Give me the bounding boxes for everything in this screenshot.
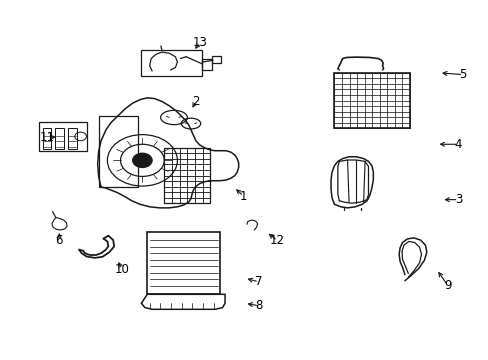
Text: 6: 6 — [55, 234, 62, 247]
Text: 12: 12 — [269, 234, 285, 247]
Bar — [147, 232, 220, 294]
Bar — [99, 116, 137, 187]
Text: 7: 7 — [255, 275, 262, 288]
Text: 3: 3 — [454, 193, 461, 206]
Text: 13: 13 — [192, 36, 207, 49]
Bar — [68, 128, 77, 149]
Bar — [42, 128, 51, 149]
Bar — [141, 50, 202, 76]
Text: 10: 10 — [114, 263, 129, 276]
Text: 5: 5 — [459, 68, 466, 81]
Bar — [39, 122, 87, 152]
Bar — [334, 73, 409, 128]
Text: 11: 11 — [40, 131, 55, 144]
Text: 2: 2 — [192, 95, 199, 108]
Bar — [211, 57, 220, 63]
Text: 1: 1 — [239, 190, 247, 203]
Text: 4: 4 — [454, 138, 461, 151]
Bar — [164, 148, 210, 203]
Bar — [55, 128, 64, 149]
Text: 8: 8 — [255, 299, 262, 312]
Bar — [202, 59, 211, 70]
Text: 9: 9 — [443, 279, 450, 292]
Circle shape — [132, 153, 152, 167]
